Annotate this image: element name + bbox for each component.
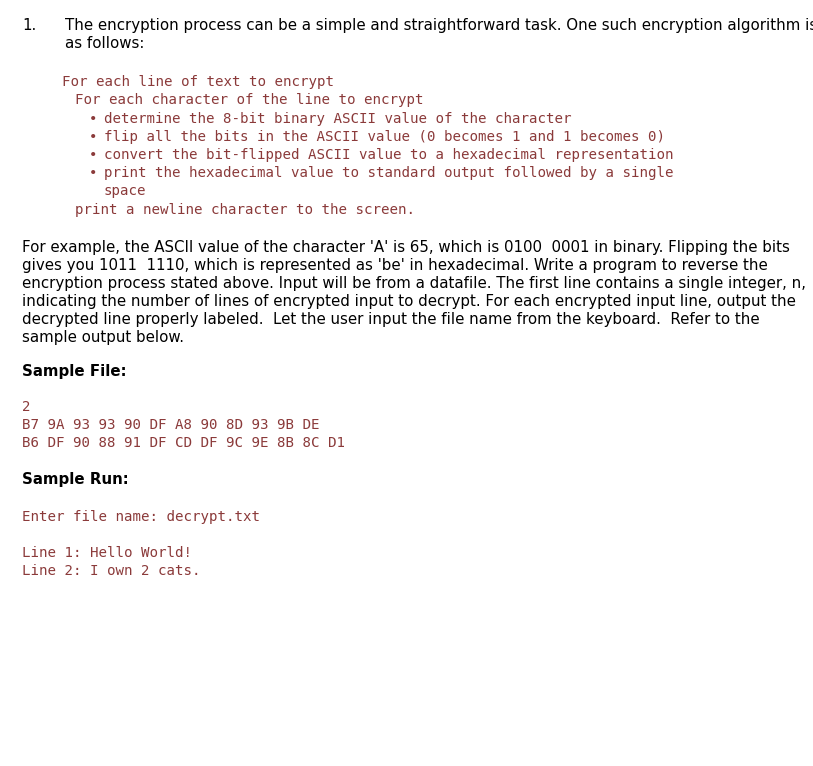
Text: flip all the bits in the ASCII value (0 becomes 1 and 1 becomes 0): flip all the bits in the ASCII value (0 … [104,130,665,144]
Text: •: • [89,166,98,180]
Text: Sample File:: Sample File: [22,364,127,379]
Text: •: • [89,130,98,144]
Text: •: • [89,112,98,126]
Text: Enter file name: decrypt.txt: Enter file name: decrypt.txt [22,510,260,524]
Text: space: space [104,184,146,198]
Text: print the hexadecimal value to standard output followed by a single: print the hexadecimal value to standard … [104,166,673,180]
Text: B7 9A 93 93 90 DF A8 90 8D 93 9B DE: B7 9A 93 93 90 DF A8 90 8D 93 9B DE [22,418,320,432]
Text: gives you 1011  1110, which is represented as 'be' in hexadecimal. Write a progr: gives you 1011 1110, which is represente… [22,258,767,273]
Text: determine the 8-bit binary ASCII value of the character: determine the 8-bit binary ASCII value o… [104,112,572,126]
Text: For each character of the line to encrypt: For each character of the line to encryp… [75,93,424,107]
Text: indicating the number of lines of encrypted input to decrypt. For each encrypted: indicating the number of lines of encryp… [22,294,796,309]
Text: as follows:: as follows: [65,36,145,51]
Text: Line 2: I own 2 cats.: Line 2: I own 2 cats. [22,564,201,578]
Text: Line 1: Hello World!: Line 1: Hello World! [22,546,192,560]
Text: sample output below.: sample output below. [22,330,184,345]
Text: encryption process stated above. Input will be from a datafile. The first line c: encryption process stated above. Input w… [22,276,806,291]
Text: •: • [89,148,98,162]
Text: B6 DF 90 88 91 DF CD DF 9C 9E 8B 8C D1: B6 DF 90 88 91 DF CD DF 9C 9E 8B 8C D1 [22,436,345,450]
Text: 1.: 1. [22,18,37,33]
Text: print a newline character to the screen.: print a newline character to the screen. [75,203,415,217]
Text: decrypted line properly labeled.  Let the user input the file name from the keyb: decrypted line properly labeled. Let the… [22,312,759,327]
Text: convert the bit-flipped ASCII value to a hexadecimal representation: convert the bit-flipped ASCII value to a… [104,148,673,162]
Text: 2: 2 [22,400,31,414]
Text: The encryption process can be a simple and straightforward task. One such encryp: The encryption process can be a simple a… [65,18,813,33]
Text: For example, the ASCII value of the character 'A' is 65, which is 0100  0001 in : For example, the ASCII value of the char… [22,240,790,255]
Text: Sample Run:: Sample Run: [22,472,128,487]
Text: For each line of text to encrypt: For each line of text to encrypt [62,75,334,89]
